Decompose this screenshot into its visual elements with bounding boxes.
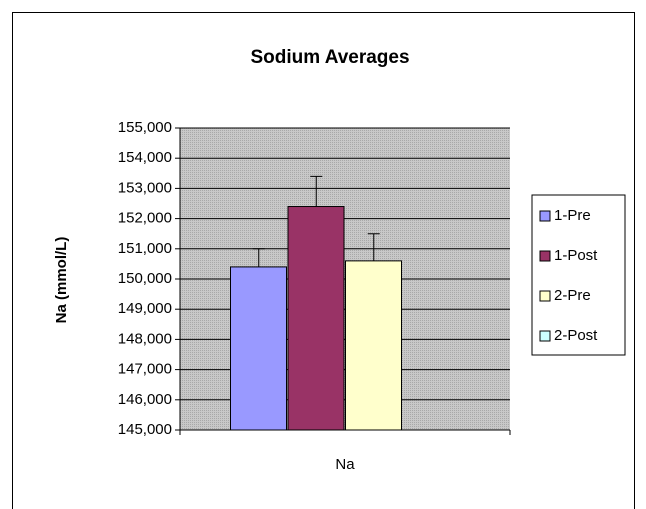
bar [230, 266, 287, 431]
legend-swatch [539, 330, 551, 342]
chart-frame [12, 12, 635, 509]
legend [531, 194, 626, 356]
error-bar [367, 233, 380, 261]
legend-label: 2-Pre [554, 287, 591, 304]
y-tick-label: 145,000 [118, 421, 172, 438]
y-tick-label: 153,000 [118, 179, 172, 196]
y-axis-title: Na (mmol/L) [53, 237, 70, 324]
error-bar [252, 248, 265, 267]
legend-label: 1-Pre [554, 207, 591, 224]
bar [287, 206, 345, 431]
x-tick-label: Na [335, 456, 355, 473]
y-tick-label: 147,000 [118, 361, 172, 378]
y-tick-label: 151,000 [118, 240, 172, 257]
bar [345, 260, 402, 431]
y-tick-label: 148,000 [118, 330, 172, 347]
error-bar [310, 175, 323, 207]
y-tick-label: 146,000 [118, 391, 172, 408]
y-tick-label: 154,000 [118, 149, 172, 166]
legend-label: 2-Post [554, 327, 598, 344]
legend-swatch [539, 250, 551, 262]
legend-swatch [539, 290, 551, 302]
y-tick-label: 152,000 [118, 210, 172, 227]
y-tick-label: 155,000 [118, 119, 172, 136]
legend-label: 1-Post [554, 247, 598, 264]
y-tick-label: 149,000 [118, 300, 172, 317]
legend-swatch [539, 210, 551, 222]
chart-title: Sodium Averages [250, 47, 409, 68]
y-tick-label: 150,000 [118, 270, 172, 287]
